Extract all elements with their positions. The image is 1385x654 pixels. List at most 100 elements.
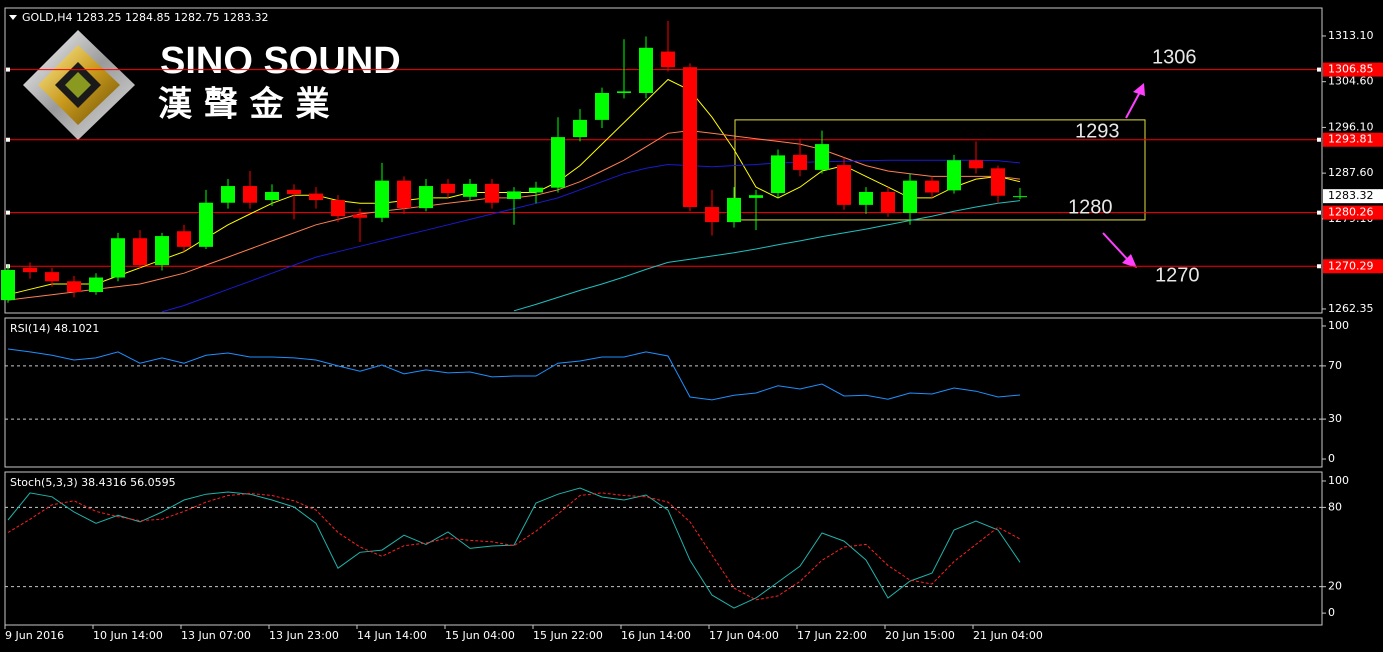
candle-body — [727, 197, 741, 223]
candle-body — [463, 183, 477, 197]
indicator-line — [7, 492, 1021, 601]
candle-body — [683, 67, 697, 208]
candle-body — [397, 180, 411, 209]
range-box — [734, 119, 1146, 221]
level-label: 1280.26 — [1328, 206, 1374, 219]
level-label: 1306.85 — [1328, 63, 1374, 76]
candle-body — [309, 193, 323, 201]
level-label-bg — [1323, 259, 1383, 274]
x-tick-label: 9 Jun 2016 — [5, 629, 64, 642]
arrow-down — [1102, 232, 1129, 261]
logo: SINO SOUND 漢 聲 金 業 — [23, 30, 401, 140]
level-handle — [6, 67, 10, 72]
candle-body — [595, 92, 609, 120]
logo-name: SINO SOUND — [160, 40, 401, 82]
y-tick-label: 1287.60 — [1328, 166, 1374, 179]
candle-body — [155, 236, 169, 266]
annotation: 1270 — [1155, 264, 1200, 286]
candle-body — [419, 186, 433, 209]
candle-body — [529, 187, 543, 193]
arrow-up-head — [1133, 83, 1145, 96]
candle-body — [67, 281, 81, 293]
level-handle — [1317, 210, 1321, 215]
candle-body — [265, 191, 279, 201]
candle-body — [881, 191, 895, 213]
y-tick-label: 1313.10 — [1328, 29, 1374, 42]
symbol-header: GOLD,H4 1283.25 1284.85 1282.75 1283.32 — [22, 11, 269, 24]
x-tick-label: 17 Jun 04:00 — [709, 629, 779, 642]
x-tick-label: 15 Jun 22:00 — [533, 629, 603, 642]
annotation: 1293 — [1075, 120, 1120, 142]
indicator-line — [7, 487, 1021, 609]
moving-average — [161, 159, 1021, 313]
candle-body — [991, 168, 1005, 196]
y-tick-label: 0 — [1328, 452, 1335, 465]
x-tick-label: 16 Jun 14:00 — [621, 629, 691, 642]
logo-chinese: 漢 聲 金 業 — [158, 85, 330, 125]
level-handle — [6, 137, 10, 142]
candle-body — [1, 269, 15, 301]
candle-body — [221, 186, 235, 203]
candle-body — [89, 277, 103, 293]
candle-body — [705, 207, 719, 223]
arrow-down-head — [1122, 254, 1137, 268]
y-tick-label: 80 — [1328, 500, 1342, 513]
candle-body — [23, 267, 37, 273]
candle-body — [551, 137, 565, 188]
candle-body — [617, 91, 631, 93]
candle-body — [859, 191, 873, 205]
level-handle — [1317, 264, 1321, 269]
candle-body — [507, 191, 521, 199]
level-handle — [6, 210, 10, 215]
candle-body — [111, 238, 125, 278]
candle-body — [177, 231, 191, 247]
y-tick-label: 30 — [1328, 412, 1342, 425]
candle-body — [947, 160, 961, 191]
level-label: 1270.29 — [1328, 259, 1374, 272]
candle-body — [925, 180, 939, 193]
x-tick-label: 15 Jun 04:00 — [445, 629, 515, 642]
y-tick-label: 20 — [1328, 580, 1342, 593]
y-tick-label: 1304.60 — [1328, 75, 1374, 88]
stoch-title: Stoch(5,3,3) 38.4316 56.0595 — [10, 476, 176, 489]
candle-body — [837, 165, 851, 205]
moving-average — [513, 200, 1021, 312]
candle-body — [573, 119, 587, 138]
level-handle — [1317, 137, 1321, 142]
x-tick-label: 20 Jun 15:00 — [885, 629, 955, 642]
x-tick-label: 13 Jun 07:00 — [181, 629, 251, 642]
stoch-panel — [4, 471, 1323, 626]
x-tick-label: 14 Jun 14:00 — [357, 629, 427, 642]
logo-center — [65, 72, 91, 98]
annotation: 1280 — [1068, 196, 1113, 218]
level-handle — [1317, 67, 1321, 72]
y-tick-label: 100 — [1328, 319, 1349, 332]
last-price-bg — [1323, 189, 1383, 204]
rsi-title: RSI(14) 48.1021 — [10, 322, 99, 335]
candle-body — [969, 160, 983, 169]
candle-body — [45, 272, 59, 282]
candle-body — [243, 186, 257, 203]
candle-body — [199, 202, 213, 247]
candle-body — [815, 144, 829, 170]
level-label-bg — [1323, 132, 1383, 147]
candle-body — [749, 195, 763, 198]
rsi-panel — [4, 317, 1323, 468]
arrows — [1102, 83, 1145, 268]
menu-arrow — [9, 15, 17, 20]
candle-body — [441, 183, 455, 194]
candle-body — [793, 154, 807, 170]
main-panel — [4, 7, 1323, 314]
candle-body — [133, 238, 147, 266]
level-label: 1293.81 — [1328, 133, 1374, 146]
candle-body — [903, 180, 917, 213]
candle-body — [639, 47, 653, 93]
candle-body — [375, 180, 389, 218]
level-label-bg — [1323, 62, 1383, 77]
candle-body — [771, 155, 785, 194]
y-tick-label: 1262.35 — [1328, 302, 1374, 315]
candle-body — [661, 51, 675, 68]
candle-body — [1013, 196, 1027, 198]
